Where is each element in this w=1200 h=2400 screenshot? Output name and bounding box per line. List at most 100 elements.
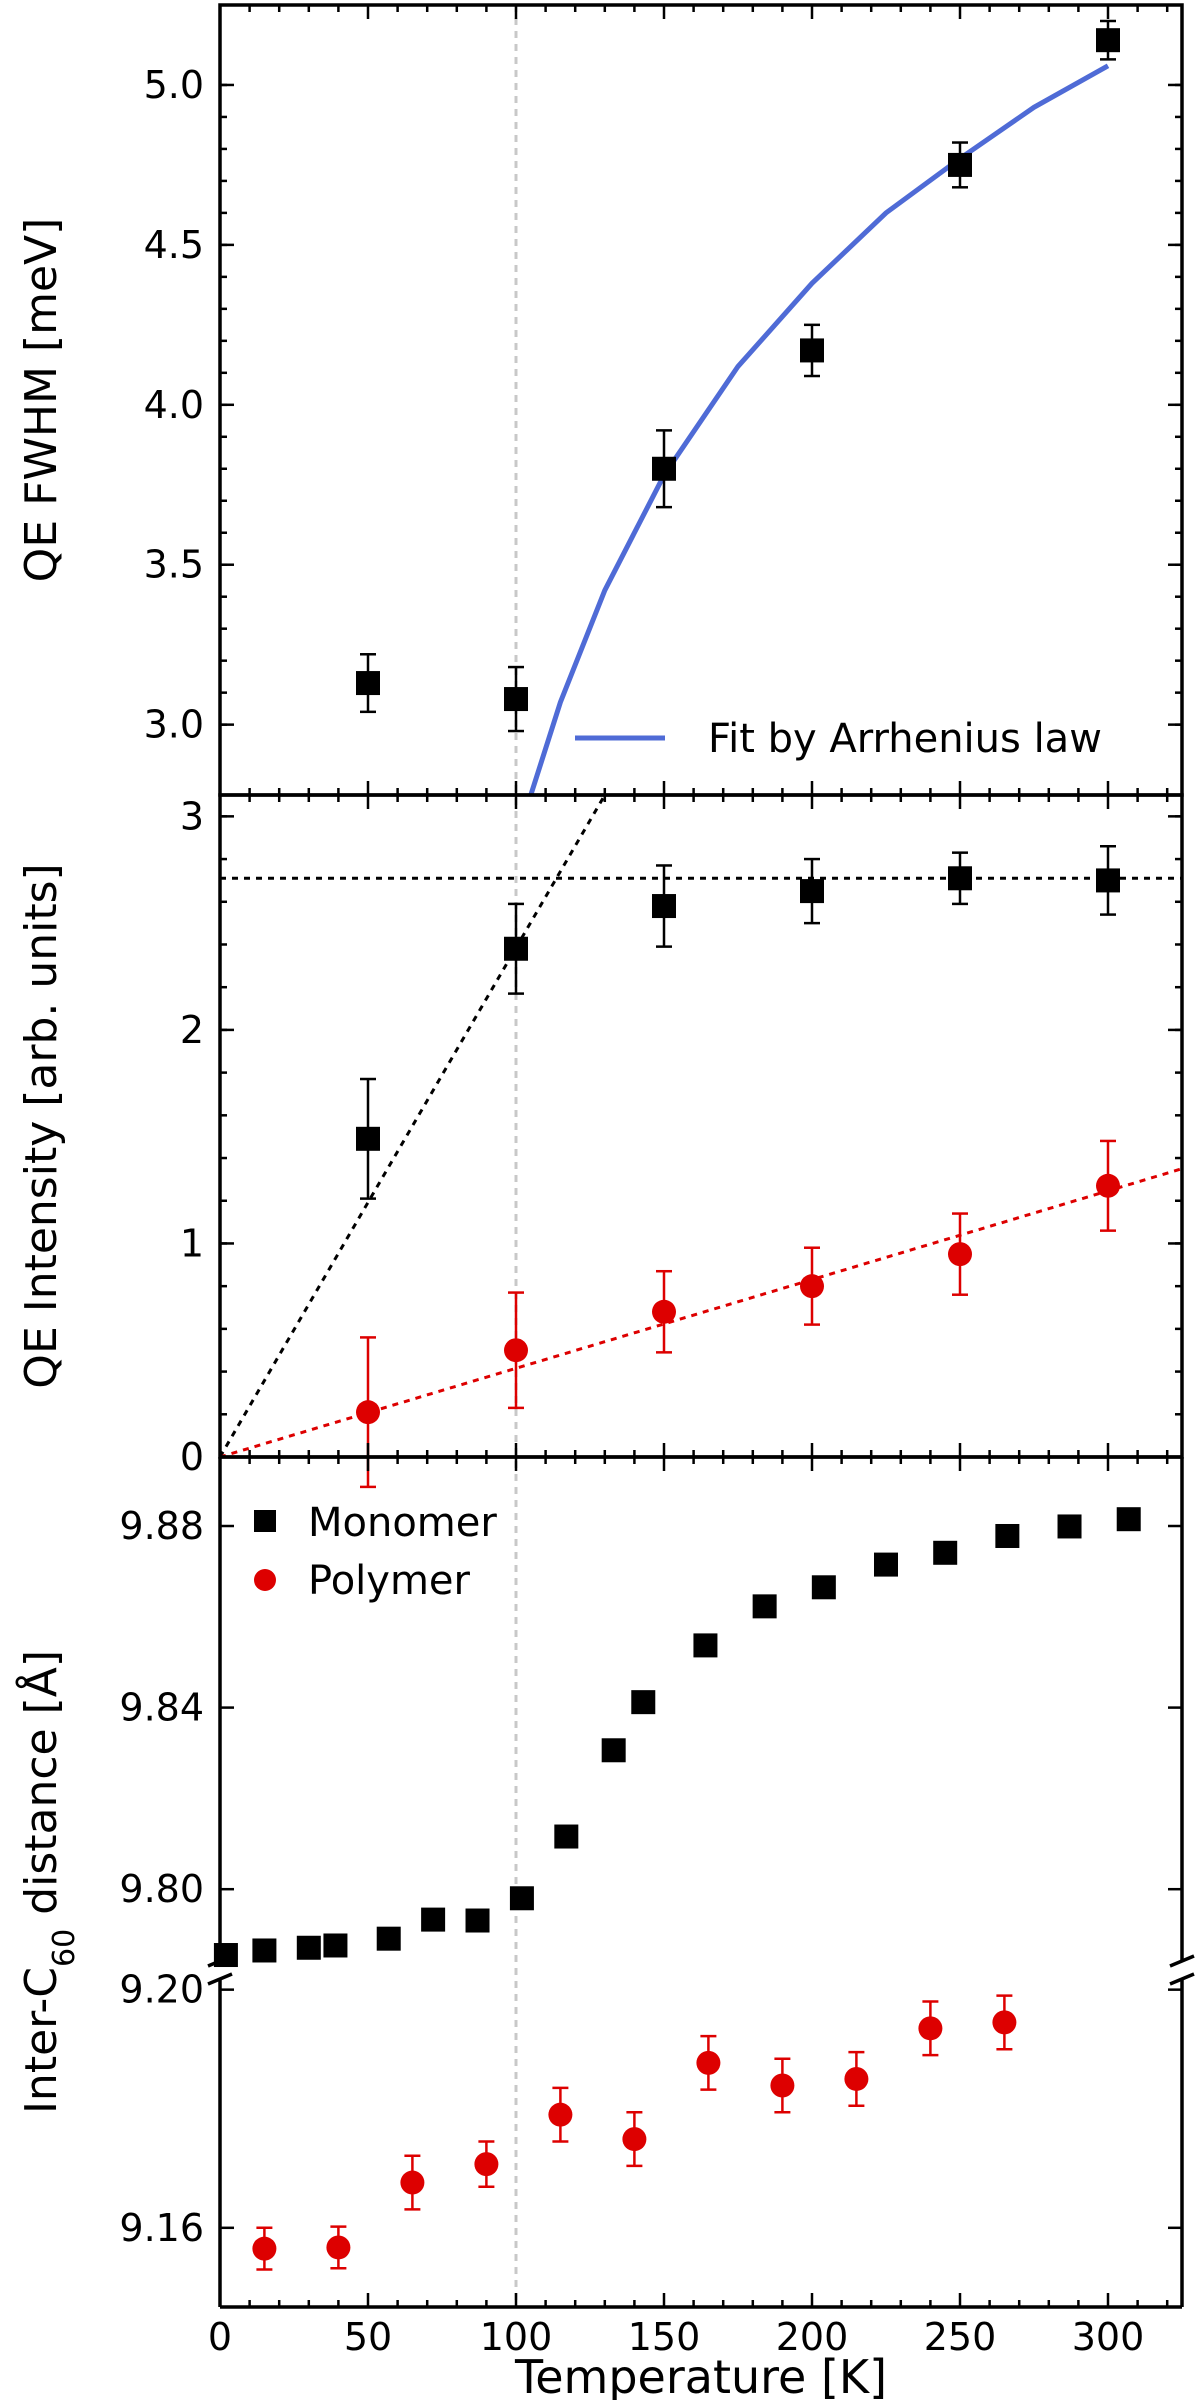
marker-square	[421, 1907, 446, 1932]
data-point	[995, 1523, 1020, 1548]
marker-square	[874, 1552, 898, 1577]
marker-circle	[770, 2073, 795, 2098]
y-tick-label: 2	[180, 1008, 204, 1052]
data-point	[465, 1908, 490, 1933]
data-point	[652, 1269, 676, 1354]
y-tick-label: 1	[180, 1221, 204, 1265]
data-point	[696, 2034, 721, 2091]
data-point	[509, 1886, 534, 1911]
fit-line	[528, 63, 1110, 795]
legend-polymer-label: Polymer	[308, 1558, 471, 1604]
panel-frame-1	[218, 793, 1184, 1459]
data-point	[474, 2140, 499, 2188]
axis-break-mark	[207, 1954, 233, 1968]
data-point	[296, 1935, 321, 1960]
x-axis-label: Temperature [K]	[514, 2350, 887, 2400]
data-point-layer	[213, 19, 1141, 2271]
data-point	[948, 141, 972, 189]
x-tick-label: 200	[776, 2315, 849, 2359]
y-tick-label: 9.80	[119, 1867, 204, 1911]
marker-square	[693, 1633, 718, 1658]
data-point	[356, 653, 380, 714]
data-point	[918, 2000, 943, 2057]
marker-square	[465, 1908, 490, 1933]
x-tick-label: 150	[628, 2315, 701, 2359]
guide-line-layer	[220, 795, 1182, 1457]
marker-circle	[844, 2066, 869, 2091]
x-tick-label: 100	[480, 2315, 553, 2359]
marker-square	[504, 936, 528, 961]
marker-circle	[548, 2102, 573, 2127]
marker-square	[800, 879, 824, 904]
y-tick-label: 4.0	[144, 383, 204, 427]
marker-circle	[696, 2050, 721, 2075]
marker-square	[1096, 868, 1120, 893]
legend-monomer-marker	[254, 1510, 276, 1532]
marker-square	[509, 1886, 534, 1911]
marker-square	[995, 1523, 1020, 1548]
y-tick-label: 9.88	[119, 1504, 204, 1548]
y-axis-label-subscript: 60	[47, 1929, 82, 1967]
marker-square	[800, 338, 824, 363]
marker-square	[652, 456, 676, 481]
data-point	[1096, 845, 1120, 916]
y-tick-label: 3.5	[144, 543, 204, 587]
data-point	[948, 851, 972, 906]
marker-square	[376, 1926, 401, 1951]
y-axis-label-middle: QE Intensity [arb. units]	[16, 863, 67, 1388]
marker-square	[356, 671, 380, 696]
marker-square	[948, 866, 972, 891]
data-point	[948, 1212, 972, 1296]
marker-circle	[504, 1338, 528, 1363]
legend-monomer-label: Monomer	[308, 1500, 497, 1546]
data-point	[800, 1246, 824, 1326]
marker-circle	[918, 2016, 943, 2041]
marker-circle	[356, 1400, 380, 1425]
y-axis-label-bottom: Inter-C60 distance [Å]	[14, 1650, 82, 2114]
x-tick-label: 0	[208, 2315, 232, 2359]
data-point	[400, 2154, 425, 2211]
marker-square	[554, 1824, 579, 1849]
data-point	[652, 429, 676, 509]
marker-square	[504, 687, 528, 712]
marker-circle	[948, 1242, 972, 1267]
data-point	[252, 1938, 277, 1963]
axis-break-mark	[1169, 1972, 1195, 1986]
x-tick-label: 300	[1072, 2315, 1145, 2359]
data-point	[356, 1077, 380, 1200]
data-point	[504, 665, 528, 733]
marker-square	[323, 1933, 348, 1958]
marker-circle	[652, 1299, 676, 1324]
data-point	[933, 1540, 958, 1565]
data-point	[800, 323, 824, 378]
marker-square	[601, 1738, 626, 1763]
marker-square	[1096, 28, 1120, 53]
data-point	[752, 1594, 777, 1619]
marker-square	[652, 894, 676, 919]
data-point	[800, 857, 824, 925]
marker-circle	[800, 1274, 824, 1299]
data-point	[1057, 1514, 1082, 1539]
marker-square	[811, 1575, 836, 1600]
legend-fit-label: Fit by Arrhenius law	[708, 716, 1102, 762]
data-point	[1116, 1507, 1141, 1532]
data-point	[622, 2111, 647, 2168]
data-point	[992, 1994, 1017, 2051]
marker-square	[631, 1690, 656, 1715]
y-tick-label: 4.5	[144, 223, 204, 267]
marker-square	[1116, 1507, 1141, 1532]
marker-circle	[1096, 1173, 1120, 1198]
data-point	[421, 1907, 446, 1932]
axis-break-mark	[1169, 1954, 1195, 1968]
y-tick-label: 5.0	[144, 63, 204, 107]
y-axis-label-part: distance [Å]	[14, 1650, 67, 1929]
guide-line-0	[220, 795, 607, 1457]
y-tick-label: 9.84	[119, 1686, 204, 1730]
legend-polymer-marker	[254, 1569, 276, 1591]
data-point	[693, 1633, 718, 1658]
fit-line-layer	[528, 63, 1110, 795]
y-tick-label: 3	[180, 794, 204, 838]
data-point	[631, 1690, 656, 1715]
marker-square	[948, 152, 972, 177]
